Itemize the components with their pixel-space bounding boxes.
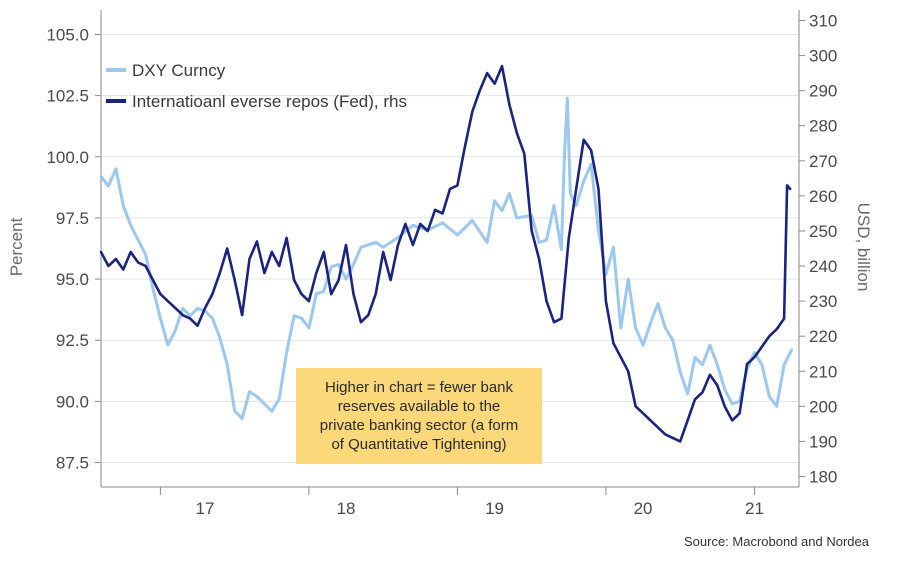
- left-tick-label: 92.5: [56, 331, 89, 350]
- source-note: Source: Macrobond and Nordea: [684, 534, 870, 549]
- legend-label-repos: Internatioanl everse repos (Fed), rhs: [132, 92, 407, 111]
- left-tick-label: 97.5: [56, 209, 89, 228]
- x-tick-label: 21: [745, 499, 764, 518]
- series-layer: [99, 64, 794, 443]
- right-tick-label: 300: [809, 47, 837, 66]
- legend-label-dxy: DXY Curncy: [132, 61, 226, 80]
- left-tick-label: 95.0: [56, 270, 89, 289]
- annotation-box: Higher in chart = fewer bank reserves av…: [296, 368, 542, 464]
- series-line-repos: [99, 64, 792, 443]
- right-tick-label: 290: [809, 82, 837, 101]
- right-tick-label: 280: [809, 117, 837, 136]
- left-axis-title: Percent: [7, 217, 26, 276]
- annotation-line: reserves available to the: [337, 398, 501, 415]
- right-tick-label: 230: [809, 292, 837, 311]
- annotation-line: of Quantitative Tightening): [331, 436, 507, 453]
- right-tick-label: 220: [809, 327, 837, 346]
- left-tick-label: 102.5: [46, 87, 89, 106]
- left-tick-label: 105.0: [46, 25, 89, 44]
- plot-frame: [100, 10, 800, 488]
- left-tick-label: 90.0: [56, 392, 89, 411]
- right-tick-label: 210: [809, 362, 837, 381]
- left-tick-label: 100.0: [46, 148, 89, 167]
- right-tick-label: 260: [809, 187, 837, 206]
- x-tick-label: 20: [634, 499, 653, 518]
- annotation-line: private banking sector (a form: [319, 417, 519, 434]
- x-axis-ticks: 17 18 19 20 21: [159, 487, 764, 518]
- right-tick-label: 310: [809, 12, 837, 31]
- series-line-dxy: [99, 96, 794, 420]
- right-axis-ticks: 180 190 200 210 220 230 240 250 260 270 280 290 300 3…: [799, 12, 837, 486]
- annotation-text: Higher in chart = fewer bank reserves av…: [320, 378, 518, 454]
- legend: DXY Curncy Internatioanl everse repos (F…: [106, 61, 407, 111]
- left-axis-ticks: 87.5 90.0 92.5 95.0 97.5 100.0 102.5 105.0: [46, 25, 101, 473]
- left-tick-label: 87.5: [56, 454, 89, 473]
- right-tick-label: 270: [809, 152, 837, 171]
- right-tick-label: 190: [809, 432, 837, 451]
- right-tick-label: 180: [809, 467, 837, 486]
- annotation-line: Higher in chart = fewer bank: [324, 379, 513, 396]
- x-tick-label: 17: [195, 499, 214, 518]
- x-tick-label: 19: [485, 499, 504, 518]
- right-tick-label: 240: [809, 257, 837, 276]
- right-tick-label: 250: [809, 222, 837, 241]
- right-axis-title: USD, billion: [854, 203, 873, 292]
- x-tick-label: 18: [337, 499, 356, 518]
- right-tick-label: 200: [809, 397, 837, 416]
